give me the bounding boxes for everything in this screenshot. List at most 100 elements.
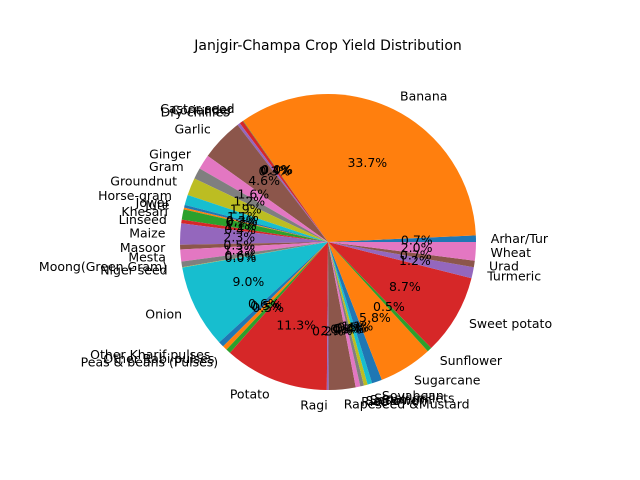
category-label-urad: Urad	[489, 259, 519, 274]
slice-ginger	[199, 155, 328, 242]
percent-label-soyabean: 1.1%	[342, 318, 374, 333]
percent-label-rapeseed-mustard: 2.9%	[321, 323, 353, 338]
percent-label-garlic: 4.6%	[248, 173, 280, 188]
percent-label-maize: 2.3%	[223, 230, 255, 245]
percent-label-sunflower: 0.5%	[373, 299, 405, 314]
slice-niger-seed	[182, 242, 328, 268]
category-label-dry-chillies: Dry chillies	[161, 105, 230, 120]
slice-other-rabi-pulses	[223, 242, 328, 350]
slice-peas-beans-pulses	[226, 242, 328, 353]
percent-label-peas-beans-pulses: 0.5%	[252, 300, 284, 315]
category-label-small-millets: Small millets	[374, 391, 454, 406]
category-label-maize: Maize	[129, 226, 165, 241]
category-label-niger-seed: Niger seed	[100, 263, 167, 278]
percent-label-mesta: 1.3%	[224, 243, 256, 258]
slice-wheat	[328, 242, 476, 261]
percent-label-dry-chillies: 0.3%	[259, 164, 291, 179]
pie-slices	[180, 94, 476, 391]
percent-label-sweet-potato: 8.7%	[389, 279, 421, 294]
slice-castor-seed	[242, 120, 328, 242]
slice-potato	[229, 242, 328, 390]
percent-label-horse-gram: 1.1%	[227, 209, 259, 224]
percent-label-groundnut: 1.9%	[230, 201, 262, 216]
percent-label-safflower: 0.4%	[333, 321, 365, 336]
category-label-other-rabi-pulses: Other Rabi pulses	[103, 351, 214, 366]
percent-label-ragi: 0.2%	[312, 323, 344, 338]
category-label-rice: Rice	[361, 394, 388, 409]
percent-label-jowar: 0.3%	[226, 213, 258, 228]
slice-rapeseed-mustard	[328, 242, 356, 390]
percent-label-khesari: 1.1%	[225, 218, 257, 233]
percent-label-masoor: 0.5%	[223, 238, 255, 253]
percent-label-urad: 0.7%	[400, 248, 432, 263]
category-label-castor-seed: Castor seed	[160, 101, 234, 116]
slice-ragi	[326, 242, 329, 391]
category-label-banana: Banana	[400, 89, 447, 104]
category-label-ginger: Ginger	[149, 147, 192, 162]
slice-urad	[328, 242, 475, 268]
percent-label-turmeric: 1.2%	[399, 253, 431, 268]
category-label-sugarcane: Sugarcane	[414, 373, 481, 388]
slice-safflower	[328, 242, 364, 387]
percent-label-jute: 0.2%	[226, 214, 258, 229]
category-label-jowar: Jowar	[135, 195, 171, 210]
category-label-safflower: Safflower	[366, 393, 425, 408]
category-label-onion: Onion	[145, 307, 182, 322]
slice-sugarcane	[328, 242, 428, 380]
category-label-garlic: Garlic	[174, 122, 210, 137]
slice-mesta	[180, 242, 328, 262]
category-label-gram: Gram	[149, 159, 184, 174]
percent-label-castor-seed: 0.0%	[261, 162, 293, 177]
category-label-peas-beans-pulses: Peas & beans (Pulses)	[81, 355, 219, 370]
percent-label-coriander: 0.4%	[260, 163, 292, 178]
percent-label-gram: 1.2%	[233, 193, 265, 208]
category-label-potato: Potato	[230, 387, 270, 402]
percent-label-ginger: 1.6%	[237, 187, 269, 202]
slice-khesari	[181, 209, 328, 242]
slice-maize	[180, 223, 328, 245]
slice-other-kharif-pulses	[219, 242, 328, 347]
category-label-jute: Jute	[144, 198, 170, 213]
slice-banana	[243, 94, 476, 242]
slice-sesamum	[328, 242, 368, 386]
slice-sweet-potato	[328, 242, 472, 349]
category-label-sunflower: Sunflower	[440, 353, 503, 368]
slice-onion	[182, 242, 328, 343]
slice-garlic	[207, 124, 328, 242]
percent-label-banana: 33.7%	[347, 155, 387, 170]
slice-jowar	[184, 204, 328, 242]
percent-label-moong-green-gram: 0.6%	[224, 248, 256, 263]
slice-arhar-tur	[328, 235, 476, 242]
percent-label-rice: 0.5%	[330, 322, 362, 337]
slice-turmeric	[328, 242, 474, 279]
percent-label-onion: 9.0%	[233, 274, 265, 289]
category-label-mesta: Mesta	[128, 249, 166, 264]
category-label-khesari: Khesari	[121, 204, 168, 219]
category-label-arhar-tur: Arhar/Tur	[491, 231, 549, 246]
percent-labels: 0.7%33.7%0.0%0.4%0.3%4.6%1.6%1.2%1.9%1.1…	[223, 155, 432, 338]
category-label-moong-green-gram: Moong(Green Gram)	[39, 259, 167, 274]
percent-label-sesamum: 0.4%	[335, 320, 367, 335]
category-label-other-kharif-pulses: Other Kharif pulses	[90, 347, 210, 362]
category-label-sesamum: Sesamum	[370, 392, 432, 407]
slice-horse-gram	[184, 194, 328, 242]
slice-gram	[194, 168, 328, 242]
slice-groundnut	[187, 178, 328, 242]
percent-label-small-millets: 0.5%	[337, 320, 369, 335]
slice-dry-chillies	[237, 123, 328, 242]
percent-label-sugarcane: 5.8%	[359, 310, 391, 325]
category-label-rapeseed-mustard: Rapeseed &Mustard	[344, 397, 470, 412]
slice-sunflower	[328, 242, 432, 352]
slice-coriander	[239, 120, 328, 242]
category-label-ragi: Ragi	[300, 397, 327, 412]
percent-label-niger-seed: 0.0%	[225, 250, 257, 265]
percent-label-arhar-tur: 0.7%	[401, 233, 433, 248]
category-label-groundnut: Groundnut	[110, 174, 177, 189]
slice-moong-green-gram	[181, 242, 328, 268]
category-label-turmeric: Turmeric	[486, 268, 541, 283]
category-label-wheat: Wheat	[491, 245, 532, 260]
category-label-horse-gram: Horse-gram	[98, 188, 172, 203]
percent-label-linseed: 0.4%	[224, 222, 256, 237]
